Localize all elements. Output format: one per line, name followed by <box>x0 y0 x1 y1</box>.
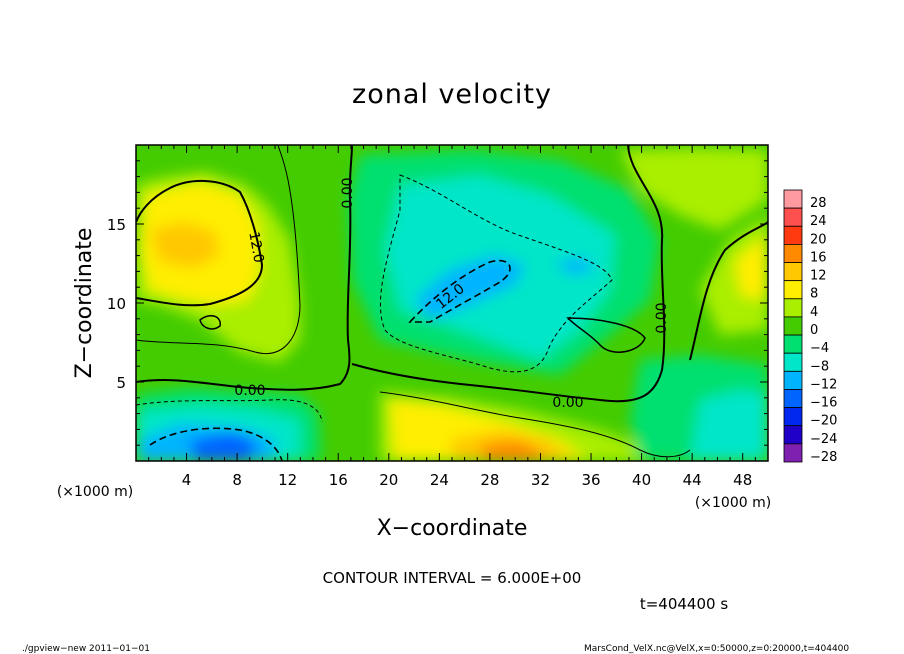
colorbar-swatch <box>783 225 803 245</box>
colorbar-swatch <box>783 425 803 445</box>
x-axis-ticks: 4 8 12 16 20 24 28 32 36 40 44 48 <box>148 145 756 489</box>
colorbar-swatch <box>783 334 803 354</box>
field-region-pos-top-right <box>620 148 768 230</box>
y-tick-label: 10 <box>107 295 126 313</box>
contour-label-zero-right: 0.00 <box>654 302 670 333</box>
contour-neg6-left <box>136 399 323 423</box>
colorbar-swatch <box>783 207 803 227</box>
contour-label-zero-left: 0.00 <box>234 383 265 399</box>
x-axis-label: X−coordinate <box>377 516 528 541</box>
x-tick-label: 4 <box>182 471 192 489</box>
x-axis-unit: (×1000 m) <box>695 495 771 511</box>
colorbar-swatch <box>783 262 803 282</box>
colorbar-label: −8 <box>810 359 829 374</box>
contour-loop-center-right <box>566 317 646 353</box>
field-region-min-lower-left <box>190 432 258 461</box>
colorbar-label: −12 <box>810 377 837 392</box>
x-tick-label: 44 <box>683 471 702 489</box>
colorbar-label: −24 <box>810 432 837 447</box>
colorbar-swatch <box>783 370 803 390</box>
contour-12-upper-left <box>136 179 264 307</box>
y-tick-label: 15 <box>107 216 126 234</box>
colorbar-swatch <box>783 407 803 427</box>
colorbar-label: −16 <box>810 396 837 411</box>
field-region-max-right <box>735 235 768 300</box>
y-axis-unit: (×1000 m) <box>57 484 133 500</box>
colorbar-swatch <box>783 352 803 372</box>
y-axis-label: Z−coordinate <box>72 228 97 379</box>
colorbar-swatch <box>783 316 803 336</box>
field-region-neg-right-bottom-core <box>690 390 768 461</box>
colorbar-label: 8 <box>810 287 818 302</box>
contour-neg12-lower-left <box>149 427 283 461</box>
x-tick-label: 12 <box>278 471 297 489</box>
contour-label-zero-top: 0.00 <box>340 177 356 208</box>
y-tick-label: 5 <box>116 374 126 392</box>
contour-interval: CONTOUR INTERVAL = 6.000E+00 <box>323 569 582 587</box>
field-region-neg-center-spot <box>555 258 595 275</box>
x-tick-label: 48 <box>733 471 752 489</box>
footer-left: ./gpview−new 2011−01−01 <box>22 644 150 654</box>
colorbar-label: 28 <box>810 196 827 211</box>
x-tick-label: 28 <box>480 471 499 489</box>
contour-label-12-left: 12.0 <box>245 231 266 264</box>
colorbar: 28 24 20 16 12 8 4 0 −4 −8 −12 −16 −20 −24 −28 <box>783 189 837 465</box>
colorbar-label: 16 <box>810 250 827 265</box>
colorbar-swatch <box>783 298 803 318</box>
colorbar-label: −4 <box>810 341 829 356</box>
colorbar-label: 20 <box>810 232 827 247</box>
contour-lines <box>136 145 768 461</box>
x-tick-label: 20 <box>379 471 398 489</box>
contour-labels: 12.0 0.00 0.00 12.0 0.00 0.00 <box>234 177 670 411</box>
colorbar-label: 12 <box>810 269 827 284</box>
x-tick-label: 24 <box>430 471 449 489</box>
time-label: t=404400 s <box>640 595 728 613</box>
colorbar-label: 0 <box>810 323 818 338</box>
contour-neg12-center <box>408 259 511 323</box>
field-region-max-lower-center-core <box>480 440 545 461</box>
contour-label-zero-bottom: 0.00 <box>552 395 583 411</box>
contour-pos6-lower <box>379 391 691 458</box>
colorbar-swatch <box>783 443 803 463</box>
colorbar-swatch <box>783 389 803 409</box>
x-tick-label: 32 <box>531 471 550 489</box>
colorbar-swatch <box>783 280 803 300</box>
y-axis-ticks: 5 10 15 <box>107 160 768 446</box>
colorbar-swatch <box>783 243 803 263</box>
x-tick-label: 36 <box>581 471 600 489</box>
contour-zero-center <box>351 145 666 403</box>
chart-title: zonal velocity <box>352 79 552 110</box>
x-tick-label: 8 <box>232 471 242 489</box>
contour-loop-left <box>199 315 221 330</box>
colorbar-label: −20 <box>810 414 837 429</box>
colorbar-label: −28 <box>810 450 837 465</box>
contour-pos6-upper-left <box>136 145 301 354</box>
colorbar-label: 24 <box>810 214 827 229</box>
field-region-max-upper-left <box>150 222 220 268</box>
field-region-pos-right <box>700 215 768 335</box>
colorbar-swatch <box>783 189 803 209</box>
x-tick-label: 40 <box>632 471 651 489</box>
contour-zero-left <box>136 145 353 391</box>
plot-area: 12.0 0.00 0.00 12.0 0.00 0.00 <box>136 145 768 461</box>
field-region-neg-center-deep <box>415 255 525 320</box>
contour-zero-right <box>689 221 768 361</box>
footer-right: MarsCond_VelX.nc@VelX,x=0:50000,z=0:2000… <box>584 644 849 654</box>
x-tick-label: 16 <box>329 471 348 489</box>
colorbar-label: 4 <box>810 305 818 320</box>
